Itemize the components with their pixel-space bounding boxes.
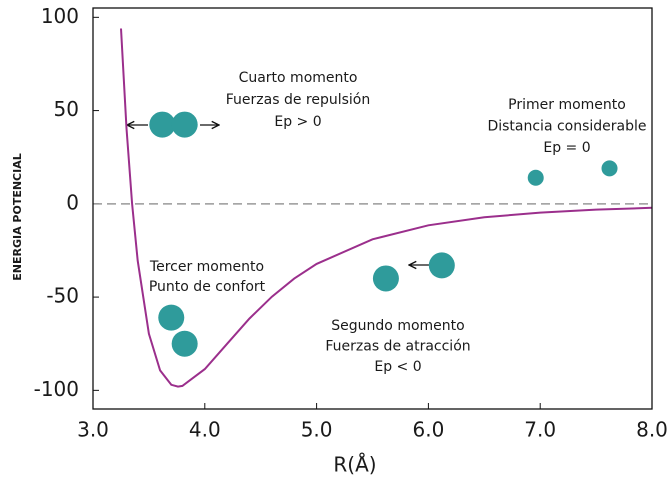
y-tick-label: -100 — [34, 377, 79, 401]
annotation: Fuerzas de repulsión — [226, 92, 370, 108]
annotation: Segundo momento — [331, 318, 464, 334]
x-tick-label: 8.0 — [636, 418, 668, 442]
atom — [149, 112, 175, 138]
y-tick-label: 50 — [54, 97, 79, 121]
chart: R(Å) ENERGIA POTENCIAL -100 -50 0 50 100 3.0 4… — [0, 0, 668, 477]
atom — [528, 170, 544, 186]
annotation: Tercer momento — [149, 259, 264, 275]
annotation: Distancia considerable — [487, 119, 646, 135]
annotation: Cuarto momento — [239, 70, 358, 86]
atom — [602, 160, 618, 176]
atom — [172, 112, 198, 138]
x-tick-label: 4.0 — [189, 418, 221, 442]
y-tick-label: 0 — [66, 190, 79, 214]
annotation: Ep > 0 — [274, 114, 321, 130]
y-tick-label: 100 — [41, 4, 79, 28]
x-tick-label: 7.0 — [524, 418, 556, 442]
atom — [429, 252, 455, 278]
annotation: Primer momento — [508, 97, 626, 113]
annotation: Fuerzas de atracción — [325, 339, 470, 355]
x-tick-label: 3.0 — [77, 418, 109, 442]
atom — [373, 265, 399, 291]
y-axis-label: ENERGIA POTENCIAL — [11, 153, 24, 281]
x-tick-label: 5.0 — [301, 418, 333, 442]
x-axis-label: R(Å) — [333, 453, 376, 477]
x-tick-label: 6.0 — [412, 418, 444, 442]
annotation: Ep < 0 — [374, 359, 421, 375]
y-tick-label: -50 — [46, 284, 79, 308]
atom — [172, 331, 198, 357]
atom — [158, 305, 184, 331]
annotation: Ep = 0 — [543, 140, 590, 156]
annotation: Punto de confort — [149, 279, 266, 295]
